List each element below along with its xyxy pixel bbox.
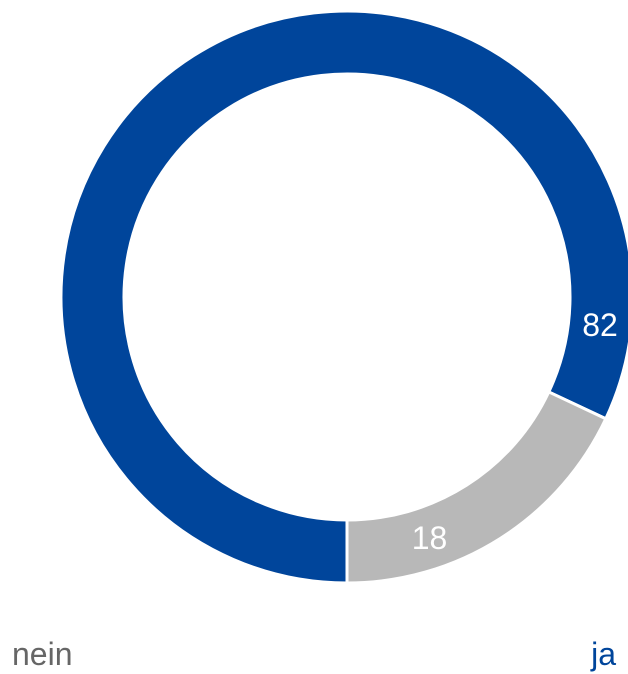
data-label-nein: 18 [412, 520, 448, 556]
donut-slices [59, 9, 628, 585]
data-label-ja: 82 [582, 307, 618, 343]
slice-ja [59, 9, 628, 585]
legend-label-nein: nein [12, 636, 73, 672]
slice-nein [345, 389, 608, 585]
donut-data-labels: 82 18 [412, 307, 618, 556]
legend-label-ja: ja [591, 636, 616, 672]
